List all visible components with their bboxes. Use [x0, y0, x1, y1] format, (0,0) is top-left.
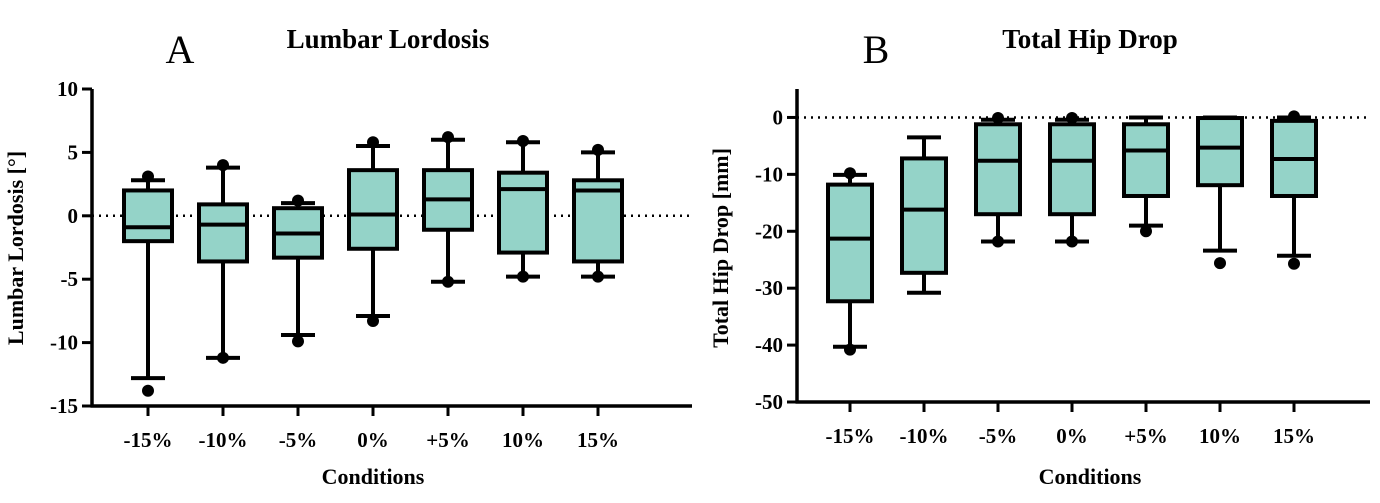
y-tick-label: -20	[755, 219, 783, 243]
box-0%	[1048, 112, 1096, 248]
box--10%	[197, 159, 249, 364]
x-tick-label: -15%	[826, 424, 875, 448]
panel-a: A Lumbar Lordosis Conditions Lumbar Lord…	[3, 24, 692, 489]
chart-title: Total Hip Drop	[1002, 24, 1178, 54]
outlier-point	[367, 315, 379, 328]
box-iqr	[974, 122, 1022, 217]
y-axis-label: Total Hip Drop [mm]	[708, 148, 733, 348]
box-iqr	[197, 202, 249, 264]
outlier-point	[1288, 257, 1300, 270]
box-iqr	[1048, 122, 1096, 217]
y-tick-label: -15	[50, 394, 78, 418]
outlier-point	[292, 335, 304, 348]
y-tick-label: 5	[68, 140, 79, 164]
outlier-point	[217, 159, 229, 172]
box-15%	[1270, 110, 1318, 270]
x-tick-label: 15%	[577, 428, 619, 452]
box-+5%	[1122, 115, 1170, 238]
box-iqr	[347, 168, 399, 251]
x-axis-label: Conditions	[1039, 464, 1142, 489]
y-tick-label: 0	[773, 105, 784, 129]
x-tick-label: +5%	[426, 428, 469, 452]
y-tick-label: -10	[50, 331, 78, 355]
outlier-point	[517, 134, 529, 147]
outlier-point	[142, 384, 154, 397]
x-tick-label: -10%	[199, 428, 248, 452]
x-tick-label: 10%	[1199, 424, 1241, 448]
box-iqr	[900, 156, 948, 275]
outlier-point	[442, 131, 454, 144]
x-tick-label: -15%	[124, 428, 173, 452]
x-tick-label: 15%	[1273, 424, 1315, 448]
panel-label: A	[166, 27, 195, 72]
box-+5%	[422, 131, 474, 288]
x-tick-label: -5%	[279, 428, 318, 452]
box--5%	[272, 194, 324, 348]
y-tick-label: -50	[755, 390, 783, 414]
x-axis-label: Conditions	[322, 464, 425, 489]
box-iqr	[572, 178, 624, 264]
outlier-point	[367, 136, 379, 149]
box-iqr	[122, 188, 174, 244]
chart-title: Lumbar Lordosis	[287, 24, 490, 54]
outlier-point	[1214, 257, 1226, 270]
box-iqr	[497, 170, 549, 255]
y-tick-label: -10	[755, 162, 783, 186]
outlier-point	[442, 275, 454, 288]
box-15%	[572, 143, 624, 283]
x-tick-label: 0%	[357, 428, 389, 452]
y-axis-label: Lumbar Lordosis [°]	[3, 151, 28, 345]
panel-label: B	[863, 27, 890, 72]
box-10%	[497, 134, 549, 283]
outlier-point	[592, 143, 604, 156]
y-tick-label: 0	[68, 204, 79, 228]
outlier-point	[142, 170, 154, 183]
box-10%	[1196, 115, 1244, 270]
y-tick-label: 10	[57, 77, 78, 101]
box-iqr	[1196, 116, 1244, 188]
outlier-point	[844, 343, 856, 356]
y-tick-label: -5	[61, 267, 79, 291]
outlier-point	[992, 112, 1004, 125]
outlier-point	[844, 167, 856, 180]
box--10%	[900, 135, 948, 295]
box--5%	[974, 112, 1022, 248]
x-tick-label: 0%	[1056, 424, 1088, 448]
panel-b: B Total Hip Drop Conditions Total Hip Dr…	[708, 24, 1370, 489]
outlier-point	[1288, 110, 1300, 123]
box-iqr	[1122, 122, 1170, 198]
x-tick-label: -10%	[900, 424, 949, 448]
outlier-point	[217, 351, 229, 364]
box-iqr	[826, 182, 874, 304]
y-tick-label: -40	[755, 333, 783, 357]
box-0%	[347, 136, 399, 328]
outlier-point	[292, 194, 304, 207]
box--15%	[826, 167, 874, 356]
outlier-point	[1066, 112, 1078, 125]
outlier-point	[1066, 235, 1078, 248]
outlier-point	[592, 270, 604, 283]
outlier-point	[992, 235, 1004, 248]
x-tick-label: +5%	[1124, 424, 1167, 448]
outlier-point	[1140, 225, 1152, 238]
outlier-point	[517, 270, 529, 283]
x-tick-label: -5%	[979, 424, 1018, 448]
box--15%	[122, 170, 174, 397]
x-tick-label: 10%	[502, 428, 544, 452]
y-tick-label: -30	[755, 276, 783, 300]
